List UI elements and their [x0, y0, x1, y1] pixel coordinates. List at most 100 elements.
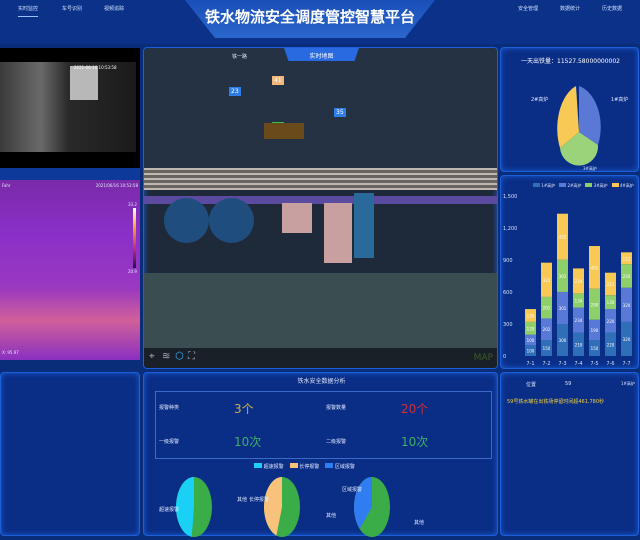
bar-data-label: 301 [559, 274, 567, 279]
building [324, 203, 352, 263]
train-marker[interactable]: 41 [272, 76, 284, 85]
railway-tracks [144, 168, 497, 190]
legend-item[interactable]: 3#高炉 [585, 183, 608, 189]
bar-data-label: 290 [591, 302, 599, 307]
thermal-scale [133, 208, 136, 268]
map-panel[interactable]: ⌖ ≋ ⬡ ⛶ MAP 铁一路 23 41 14 35 实时地图 [143, 47, 498, 369]
train-marker[interactable]: 23 [229, 87, 241, 96]
alert-header: 59 [565, 381, 572, 387]
bar-data-label: 432 [559, 235, 567, 240]
nav-tab-4[interactable]: 安全管理 [518, 6, 539, 12]
x-tick-label: 7-5 [590, 361, 598, 367]
safety-title: 铁水安全数据分析 [297, 378, 346, 385]
map-area-north [144, 48, 497, 168]
bar-segment [557, 291, 568, 324]
legend-item[interactable]: 2#高炉 [559, 183, 581, 189]
thermal-readout: X: 95.97 [2, 350, 19, 355]
bar-segment [621, 252, 632, 265]
x-tick-label: 7-2 [542, 361, 550, 367]
bar-segment [605, 295, 616, 310]
legend-item[interactable]: 超速报警 [254, 463, 284, 470]
pie-label: 1#高炉 [611, 97, 629, 103]
divider [0, 168, 140, 180]
stat-label: 二级报警 [326, 439, 347, 445]
bar-data-label: 112 [623, 256, 631, 261]
pie-label: 2#高炉 [531, 97, 549, 103]
x-tick-label: 7-1 [526, 361, 534, 367]
bar-data-label: 301 [559, 306, 567, 311]
bar-segment [621, 321, 632, 356]
bar-data-label: 234 [575, 279, 583, 284]
nav-tab-3[interactable]: 视频追踪 [104, 6, 125, 12]
stacked-bar-chart: 0 300 600 900 1,200 1,500 100 100 120 120 7-1 150 20… [503, 194, 632, 367]
bar-data-label: 320 [623, 337, 631, 342]
legend-item[interactable]: 1#高炉 [533, 183, 555, 189]
bar-data-label: 120 [527, 326, 535, 331]
bar-data-label: 219 [575, 342, 583, 347]
bar-data-label: 190 [591, 328, 599, 333]
nav-tab-5[interactable]: 数据统计 [560, 6, 581, 12]
alert-message[interactable]: 59号铁水罐在出铁场停留时间超461.780秒 [507, 399, 605, 405]
bar-segment [541, 340, 552, 356]
bar-segment [621, 264, 632, 288]
bar-segment [589, 246, 600, 289]
nav-tab-6[interactable]: 历史数据 [602, 6, 623, 12]
camera-timestamp: 2021-06-16 10:53:58 [74, 65, 117, 70]
pie-slice-2[interactable] [557, 86, 579, 148]
thermal-feed[interactable]: Fahr 2021/06/16 10:53:58 33.2 20.9 X: 95… [0, 180, 140, 360]
legend-item[interactable]: 区域报警 [325, 463, 355, 470]
bar-data-label: 202 [543, 327, 551, 332]
title-banner [185, 0, 435, 38]
y-tick-label: 900 [503, 258, 513, 264]
bar-segment [573, 332, 584, 356]
layers-icon[interactable]: ≋ [162, 351, 171, 362]
bar-segment [525, 334, 536, 346]
bar-segment [605, 332, 616, 356]
pie-slice [354, 477, 372, 529]
pie-slice-3[interactable] [560, 132, 599, 166]
bar-segment [621, 287, 632, 322]
bar-data-label: 202 [543, 306, 551, 311]
bar-segment [605, 309, 616, 333]
bar-data-label: 401 [591, 265, 599, 270]
x-tick-label: 7-4 [574, 361, 582, 367]
stat-value: 20个 [401, 402, 429, 416]
stat-value: 10次 [234, 435, 262, 449]
bar-segment [541, 262, 552, 297]
bar-data-label: 150 [543, 346, 551, 351]
bar-data-label: 220 [623, 274, 631, 279]
pie-label: 其他 [326, 513, 337, 519]
pie-label: 长停报警 [249, 497, 270, 503]
pie-slice [264, 477, 282, 536]
alerts-panel: 位置 59 1#高炉 59号铁水罐在出铁场停留时间超461.780秒 [500, 372, 639, 536]
pie-label: 其他 [237, 497, 248, 503]
pie-label: 3#高炉 [583, 166, 597, 171]
bar-data-label: 220 [607, 319, 615, 324]
cube-icon[interactable]: ⬡ [175, 351, 184, 362]
location-icon[interactable]: ⌖ [149, 351, 155, 362]
nav-tab-2[interactable]: 车号识别 [62, 6, 83, 12]
bar-segment [557, 259, 568, 292]
left-bottom-panel [0, 372, 140, 536]
camera-feed[interactable]: 2021-06-16 10:53:58 [0, 48, 140, 168]
legend-item[interactable]: 长停报警 [289, 463, 319, 470]
fullscreen-icon[interactable]: ⛶ [188, 351, 195, 362]
bar-data-label: 100 [527, 349, 535, 354]
nav-tab-1[interactable]: 实时监控 [18, 5, 39, 17]
pie-slice-1[interactable] [579, 86, 601, 145]
map-road [144, 196, 497, 204]
bar-data-label: 130 [607, 300, 615, 305]
legend-item[interactable]: 4#高炉 [611, 183, 634, 189]
stat-value: 3个 [234, 402, 254, 416]
bar-data-label: 234 [575, 318, 583, 323]
thermal-timestamp: 2021/06/16 10:53:58 [95, 183, 138, 188]
storage-tank [164, 198, 209, 243]
bar-data-label: 220 [607, 342, 615, 347]
bar-data-label: 321 [543, 278, 551, 283]
train [264, 123, 304, 139]
stats-box: 报警种类 3个 报警数量 20个 一级报警 10次 二级报警 10次 [155, 391, 492, 459]
map-ground [144, 273, 497, 348]
alert-header: 位置 [526, 382, 537, 388]
train-marker[interactable]: 35 [334, 108, 346, 117]
y-tick-label: 0 [503, 354, 506, 360]
